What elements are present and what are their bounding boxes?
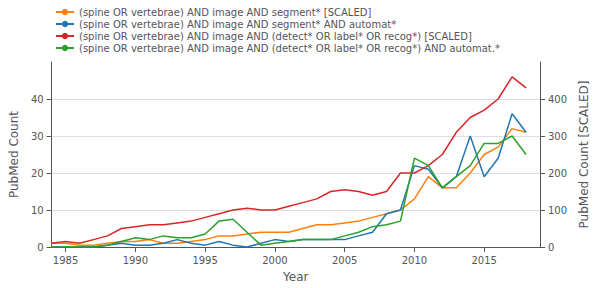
svg-text:(spine OR vertebrae) AND image: (spine OR vertebrae) AND image AND (dete… [79, 31, 472, 42]
svg-text:1995: 1995 [192, 255, 217, 266]
svg-text:(spine OR vertebrae) AND image: (spine OR vertebrae) AND image AND (dete… [79, 43, 500, 54]
svg-text:(spine OR vertebrae) AND image: (spine OR vertebrae) AND image AND segme… [79, 19, 396, 30]
svg-text:2005: 2005 [332, 255, 357, 266]
svg-text:2010: 2010 [402, 255, 427, 266]
svg-text:2015: 2015 [471, 255, 496, 266]
svg-text:100: 100 [548, 205, 567, 216]
svg-text:(spine OR vertebrae) AND image: (spine OR vertebrae) AND image AND segme… [79, 7, 371, 18]
svg-text:400: 400 [548, 94, 567, 105]
svg-text:20: 20 [31, 168, 44, 179]
svg-text:1990: 1990 [123, 255, 148, 266]
svg-text:2000: 2000 [262, 255, 287, 266]
svg-text:40: 40 [31, 94, 44, 105]
svg-text:Year: Year [282, 270, 308, 284]
svg-text:30: 30 [31, 131, 44, 142]
svg-text:1985: 1985 [53, 255, 78, 266]
svg-text:PubMed Count: PubMed Count [7, 111, 21, 198]
svg-text:200: 200 [548, 168, 567, 179]
svg-text:0: 0 [548, 242, 554, 253]
svg-text:PubMed Count [SCALED]: PubMed Count [SCALED] [577, 81, 591, 229]
svg-text:0: 0 [37, 242, 43, 253]
svg-text:10: 10 [31, 205, 44, 216]
svg-text:300: 300 [548, 131, 567, 142]
